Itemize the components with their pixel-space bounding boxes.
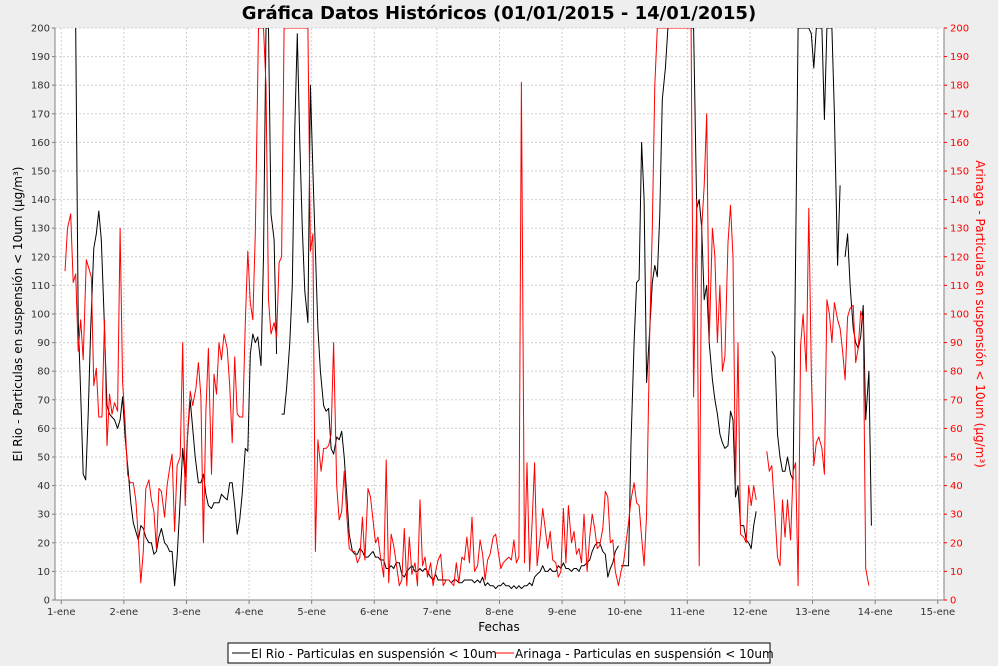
y-tick-label-right: 10: [950, 567, 963, 578]
x-tick-label: 12-ene: [732, 607, 767, 618]
y-tick-label-left: 160: [31, 138, 50, 149]
y-tick-label-left: 170: [31, 109, 50, 120]
x-tick-label: 14-ene: [858, 607, 893, 618]
x-tick-label: 1-ene: [47, 607, 76, 618]
y-tick-label-left: 110: [31, 281, 50, 292]
x-tick-label: 10-ene: [607, 607, 642, 618]
y-tick-label-right: 0: [950, 596, 956, 607]
y-tick-label-right: 200: [950, 24, 969, 35]
y-tick-label-right: 110: [950, 281, 969, 292]
x-tick-label: 15-ene: [920, 607, 955, 618]
series-group: [64, 28, 872, 590]
y-tick-label-left: 0: [44, 596, 50, 607]
y-tick-label-left: 120: [31, 252, 50, 263]
y-tick-label-left: 100: [31, 310, 50, 321]
x-tick-label: 7-ene: [423, 607, 452, 618]
y-tick-label-left: 60: [37, 424, 50, 435]
y-tick-label-right: 30: [950, 510, 963, 521]
y-tick-label-right: 180: [950, 81, 969, 92]
y-tick-label-left: 70: [37, 395, 50, 406]
x-tick-label: 8-ene: [485, 607, 514, 618]
x-tick-label: 13-ene: [795, 607, 830, 618]
x-tick-label: 11-ene: [670, 607, 705, 618]
x-tick-label: 3-ene: [172, 607, 201, 618]
legend-label-arinaga: Arinaga - Particulas en suspensión < 10u…: [515, 647, 774, 661]
y-tick-label-right: 140: [950, 195, 969, 206]
legend: El Rio - Particulas en suspensión < 10um…: [227, 642, 774, 664]
x-tick-label: 2-ene: [110, 607, 139, 618]
y-tick-label-right: 20: [950, 538, 963, 549]
x-tick-label: 4-ene: [235, 607, 264, 618]
y-tick-label-right: 170: [950, 109, 969, 120]
series-line-arinaga: [64, 28, 870, 587]
y-tick-label-left: 190: [31, 52, 50, 63]
x-tick-label: 5-ene: [297, 607, 326, 618]
y-tick-label-right: 60: [950, 424, 963, 435]
y-tick-label-right: 90: [950, 338, 963, 349]
x-axis-label: Fechas: [478, 620, 519, 634]
y-tick-label-right: 150: [950, 167, 969, 178]
y-tick-label-left: 10: [37, 567, 50, 578]
y-tick-label-right: 80: [950, 367, 963, 378]
y-tick-label-right: 100: [950, 310, 969, 321]
y-tick-label-left: 150: [31, 167, 50, 178]
x-tick-label: 6-ene: [360, 607, 389, 618]
y-tick-label-left: 30: [37, 510, 50, 521]
y-tick-label-left: 50: [37, 453, 50, 464]
y-tick-label-right: 70: [950, 395, 963, 406]
y-tick-label-left: 20: [37, 538, 50, 549]
y-tick-label-left: 40: [37, 481, 50, 492]
y-tick-label-left: 130: [31, 224, 50, 235]
y-tick-label-left: 200: [31, 24, 50, 35]
x-tick-label: 9-ene: [548, 607, 577, 618]
y-tick-label-left: 80: [37, 367, 50, 378]
y-tick-label-right: 40: [950, 481, 963, 492]
legend-label-el-rio: El Rio - Particulas en suspensión < 10um: [251, 647, 497, 661]
y-axis-label-left: El Rio - Particulas en suspensión < 10um…: [11, 167, 25, 462]
y-tick-label-right: 190: [950, 52, 969, 63]
chart-title: Gráfica Datos Históricos (01/01/2015 - 1…: [242, 3, 756, 24]
y-tick-label-right: 130: [950, 224, 969, 235]
axes: 0 0 10 10 20 20 30 30 40 40 50 50 60 60 70 70 80 80 90 90 10…: [31, 24, 969, 619]
y-tick-label-right: 160: [950, 138, 969, 149]
y-tick-label-left: 140: [31, 195, 50, 206]
y-tick-label-right: 50: [950, 453, 963, 464]
y-tick-label-left: 180: [31, 81, 50, 92]
y-tick-label-right: 120: [950, 252, 969, 263]
y-tick-label-left: 90: [37, 338, 50, 349]
y-axis-label-right: Arinaga - Particulas en suspensión < 10u…: [973, 160, 987, 468]
